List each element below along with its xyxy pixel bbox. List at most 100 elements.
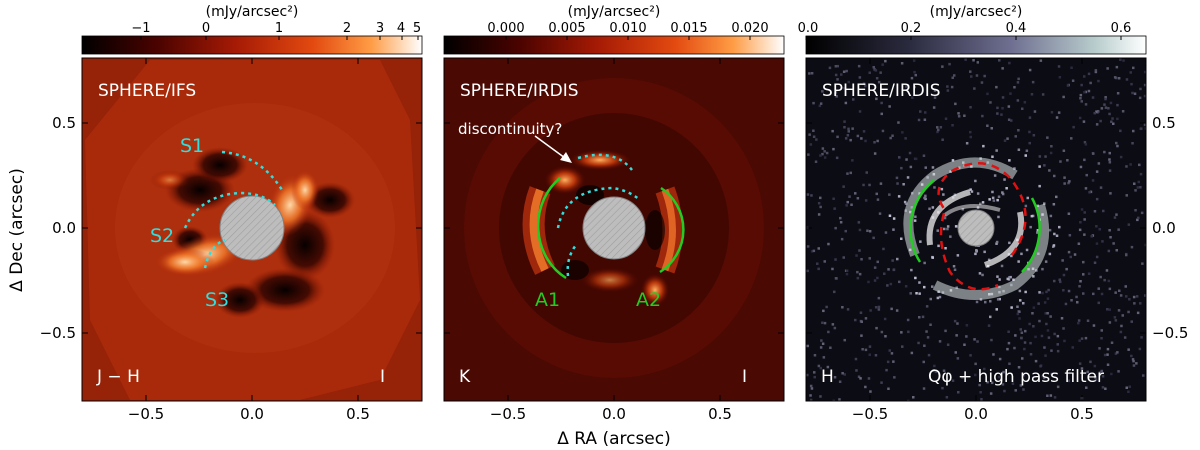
noise-speck: [812, 129, 815, 132]
noise-speck: [1042, 376, 1046, 380]
noise-speck: [873, 152, 877, 155]
noise-speck: [1141, 262, 1144, 265]
noise-speck: [1070, 137, 1073, 140]
noise-speck: [1118, 289, 1121, 292]
noise-speck: [1031, 80, 1035, 84]
noise-speck: [1083, 211, 1086, 214]
arc-label-a2: A2: [636, 289, 661, 311]
noise-speck: [1060, 317, 1064, 320]
noise-speck: [1084, 336, 1088, 340]
noise-speck: [937, 128, 940, 132]
noise-speck: [1125, 253, 1128, 257]
noise-speck: [1143, 83, 1146, 87]
noise-speck: [879, 71, 882, 74]
noise-speck: [1107, 107, 1110, 110]
noise-speck: [929, 323, 932, 326]
noise-speck: [816, 262, 819, 265]
noise-speck: [1058, 225, 1061, 229]
noise-speck: [880, 381, 883, 384]
y-tick-label: 0.0: [52, 219, 76, 237]
noise-speck: [875, 97, 878, 101]
noise-speck: [847, 80, 850, 84]
noise-speck: [1006, 137, 1009, 140]
noise-speck: [868, 183, 871, 187]
noise-speck: [1100, 292, 1104, 296]
noise-speck: [1050, 111, 1054, 114]
noise-speck: [1140, 336, 1143, 339]
noise-speck: [828, 66, 832, 70]
noise-speck: [997, 375, 1001, 379]
noise-speck: [1067, 212, 1071, 215]
noise-speck: [917, 118, 921, 122]
noise-speck: [932, 369, 935, 372]
noise-speck: [808, 72, 811, 75]
noise-speck: [944, 329, 947, 333]
noise-speck: [1018, 289, 1022, 293]
noise-speck: [1123, 336, 1127, 339]
filter-label: Qφ + high pass filter: [928, 367, 1104, 387]
noise-speck: [813, 371, 816, 374]
noise-speck: [813, 375, 816, 379]
noise-speck: [877, 296, 881, 300]
noise-speck: [862, 130, 866, 133]
noise-speck: [1129, 163, 1132, 166]
noise-speck: [1108, 308, 1111, 311]
noise-speck: [838, 398, 841, 401]
noise-speck: [1087, 272, 1091, 275]
noise-speck: [1001, 96, 1005, 99]
noise-speck: [1119, 58, 1122, 61]
noise-speck: [1019, 328, 1022, 331]
noise-speck: [1032, 306, 1036, 309]
noise-speck: [1038, 184, 1041, 188]
noise-speck: [939, 126, 943, 129]
noise-speck: [901, 345, 904, 348]
noise-speck: [825, 305, 828, 309]
noise-speck: [839, 216, 842, 220]
panel-irdis-k: (mJy/arcsec²) 0.000 0.005 0.010 0.015 0.…: [443, 4, 785, 423]
noise-speck: [1070, 299, 1073, 302]
noise-speck: [1043, 164, 1046, 167]
noise-speck: [1049, 214, 1053, 218]
noise-speck: [1098, 371, 1102, 374]
noise-speck: [1001, 191, 1004, 194]
noise-speck: [1045, 322, 1048, 326]
noise-speck: [1028, 322, 1031, 326]
noise-speck: [1032, 325, 1035, 328]
noise-speck: [832, 197, 835, 200]
noise-speck: [844, 229, 847, 233]
noise-speck: [973, 87, 976, 90]
noise-speck: [1098, 228, 1101, 231]
noise-speck: [1132, 295, 1136, 299]
panel-irdis-h: (mJy/arcsec²) 0.0 0.2 0.4 0.6: [798, 4, 1189, 423]
noise-speck: [1082, 260, 1085, 264]
axis-ticks-irdis-k: [444, 58, 784, 401]
noise-speck: [1001, 107, 1004, 110]
noise-speck: [1109, 236, 1112, 239]
noise-speck: [907, 330, 910, 334]
noise-speck: [1047, 336, 1051, 339]
noise-speck: [943, 216, 947, 220]
noise-speck: [1092, 324, 1096, 327]
noise-speck: [1038, 291, 1041, 294]
noise-speck: [1125, 165, 1128, 168]
noise-speck: [996, 275, 999, 278]
y-axis-label: Δ Dec (arcsec): [7, 168, 27, 292]
noise-speck: [976, 61, 979, 64]
noise-speck: [857, 221, 861, 224]
noise-speck: [1101, 375, 1105, 378]
noise-speck: [818, 104, 822, 108]
noise-speck: [1106, 353, 1109, 356]
noise-speck: [1079, 221, 1082, 224]
noise-speck: [1056, 385, 1060, 389]
noise-speck: [1049, 394, 1053, 397]
noise-speck: [965, 324, 969, 327]
noise-speck: [1139, 302, 1142, 305]
noise-speck: [832, 147, 835, 151]
noise-speck: [905, 85, 908, 88]
noise-speck: [919, 240, 922, 243]
noise-speck: [963, 114, 966, 117]
noise-speck: [1033, 110, 1037, 113]
noise-speck: [1104, 96, 1107, 99]
x-tick-label: 0.5: [346, 405, 370, 423]
noise-speck: [847, 130, 850, 133]
